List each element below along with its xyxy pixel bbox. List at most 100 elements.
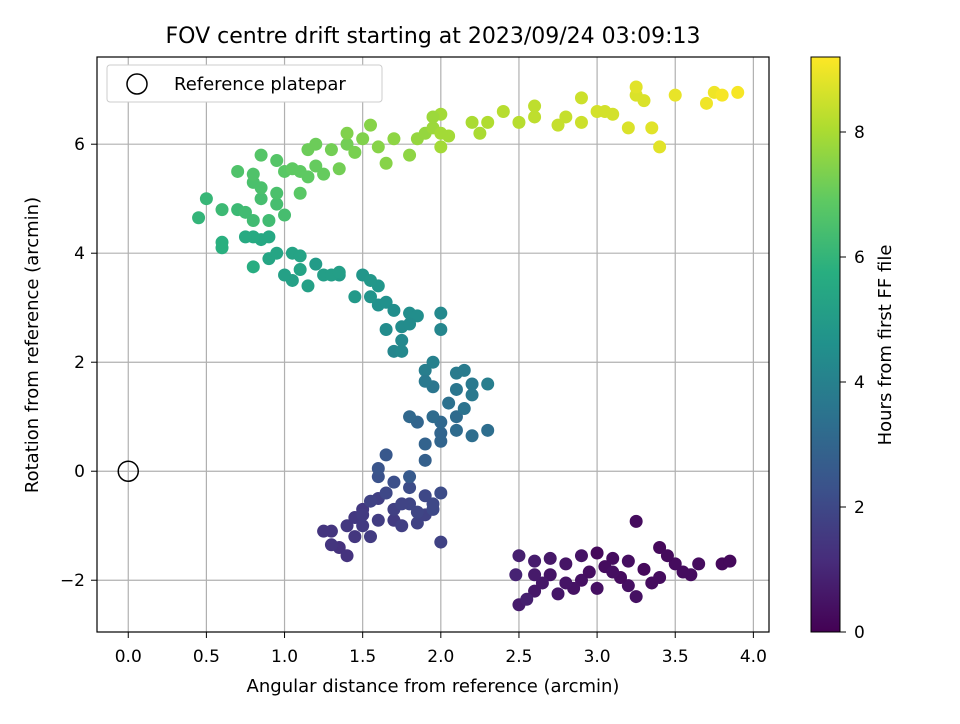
data-point xyxy=(363,530,377,544)
x-tick-label: 0.0 xyxy=(115,647,142,667)
data-point xyxy=(418,437,432,451)
data-point xyxy=(238,205,252,219)
data-point xyxy=(238,230,252,244)
data-point xyxy=(574,115,588,129)
data-point xyxy=(426,410,440,424)
data-point xyxy=(332,265,346,279)
data-point xyxy=(387,303,401,317)
data-point xyxy=(293,263,307,277)
data-point xyxy=(215,203,229,217)
data-point xyxy=(621,121,635,135)
data-point xyxy=(465,388,479,402)
data-point xyxy=(449,423,463,437)
data-point xyxy=(395,344,409,358)
data-point xyxy=(535,576,549,590)
data-point xyxy=(481,377,495,391)
colorbar-tick-label: 4 xyxy=(854,373,865,393)
data-point xyxy=(520,592,534,606)
data-point xyxy=(731,85,745,99)
data-point xyxy=(426,355,440,369)
data-point xyxy=(363,273,377,287)
data-point xyxy=(574,549,588,563)
data-point xyxy=(293,186,307,200)
data-point xyxy=(434,323,448,337)
x-tick-label: 0.5 xyxy=(193,647,220,667)
colorbar: 0 2 4 6 8 Hours from first FF file xyxy=(810,56,896,643)
data-point xyxy=(418,363,432,377)
data-point xyxy=(246,167,260,181)
data-point xyxy=(528,110,542,124)
data-point xyxy=(528,584,542,598)
data-point xyxy=(559,557,573,571)
data-point xyxy=(434,140,448,154)
data-point xyxy=(668,557,682,571)
data-point xyxy=(653,541,667,555)
data-point xyxy=(574,573,588,587)
data-point xyxy=(309,137,323,151)
y-tick-label: −2 xyxy=(60,571,85,591)
data-point xyxy=(387,475,401,489)
colorbar-tick-label: 8 xyxy=(854,123,865,143)
colorbar-tick-label: 0 xyxy=(854,623,865,643)
data-point xyxy=(434,535,448,549)
y-axis-label: Rotation from reference (arcmin) xyxy=(22,197,43,493)
data-point xyxy=(340,137,354,151)
colorbar-tick-label: 6 xyxy=(854,248,865,268)
data-point xyxy=(473,126,487,140)
data-point xyxy=(332,162,346,176)
data-point xyxy=(348,290,362,304)
data-point xyxy=(715,88,729,102)
data-point xyxy=(543,551,557,565)
data-point xyxy=(653,140,667,154)
data-point xyxy=(621,554,635,568)
data-point xyxy=(403,410,417,424)
data-point xyxy=(668,88,682,102)
data-point xyxy=(270,197,284,211)
data-point xyxy=(309,159,323,173)
data-point xyxy=(262,230,276,244)
data-point xyxy=(254,192,268,206)
data-point xyxy=(699,96,713,110)
data-point xyxy=(356,508,370,522)
data-point xyxy=(481,115,495,129)
data-point xyxy=(629,590,643,604)
data-point xyxy=(363,290,377,304)
data-point xyxy=(418,374,432,388)
reference-platepar-marker xyxy=(117,460,140,482)
plot-frame xyxy=(96,56,770,633)
data-point xyxy=(285,162,299,176)
data-point xyxy=(348,145,362,159)
data-point xyxy=(528,568,542,582)
data-point xyxy=(215,235,229,249)
data-point xyxy=(574,91,588,105)
data-point xyxy=(270,186,284,200)
data-point xyxy=(426,110,440,124)
data-point xyxy=(606,107,620,121)
data-point xyxy=(559,110,573,124)
data-point xyxy=(379,323,393,337)
data-point xyxy=(509,568,523,582)
data-point xyxy=(543,568,557,582)
y-axis-ticks: −2 0 2 4 6 xyxy=(60,135,97,591)
legend-label: Reference platepar xyxy=(174,74,346,95)
data-point xyxy=(457,402,471,416)
data-point xyxy=(395,497,409,511)
data-point xyxy=(293,249,307,263)
data-point xyxy=(637,562,651,576)
data-point xyxy=(356,132,370,146)
data-point xyxy=(192,211,206,225)
data-point xyxy=(442,396,456,410)
x-axis-ticks: 0.0 0.5 1.0 1.5 2.0 2.5 3.0 3.5 4.0 xyxy=(115,632,767,667)
data-point xyxy=(418,453,432,467)
data-point xyxy=(254,181,268,195)
data-point xyxy=(660,549,674,563)
y-tick-label: 0 xyxy=(74,462,85,482)
data-point xyxy=(403,317,417,331)
data-point xyxy=(371,513,385,527)
data-point xyxy=(434,126,448,140)
y-tick-label: 4 xyxy=(74,244,85,264)
data-point xyxy=(301,279,315,293)
colorbar-ticks: 0 2 4 6 8 xyxy=(840,123,865,643)
data-point xyxy=(653,570,667,584)
data-point xyxy=(309,257,323,271)
